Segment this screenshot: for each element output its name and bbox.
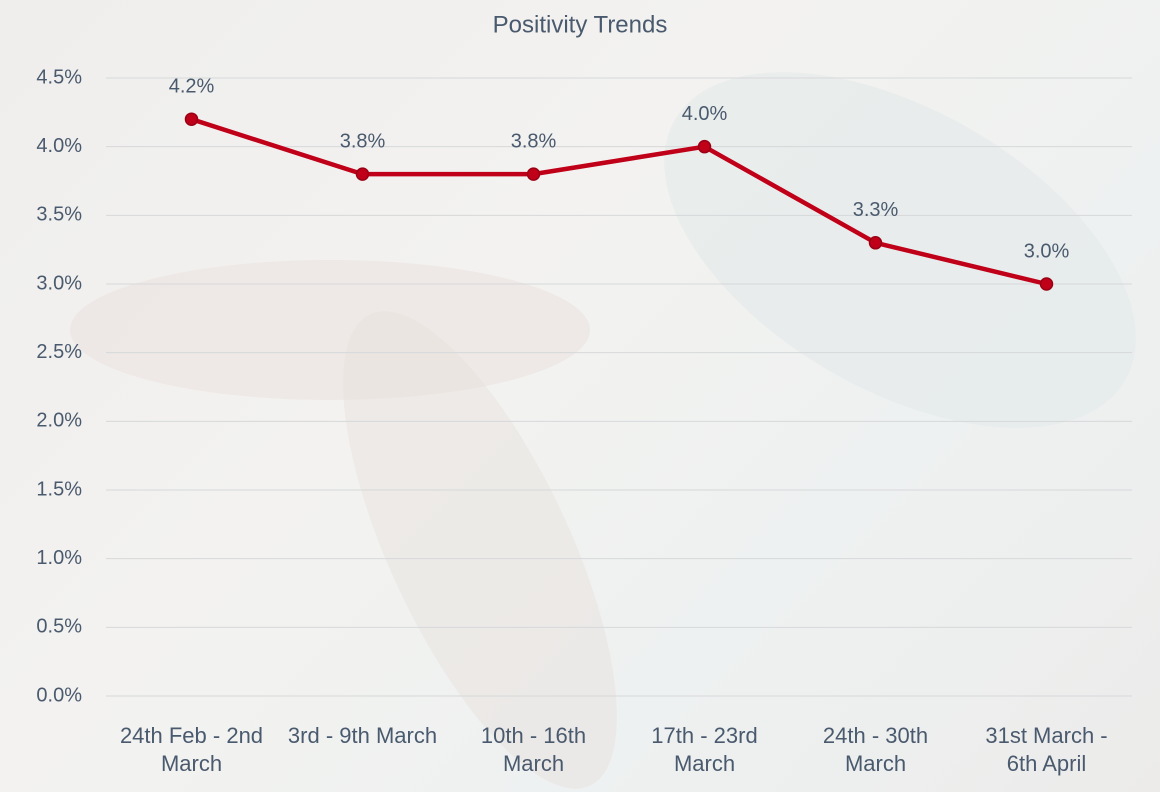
marker xyxy=(355,167,370,181)
data-label: 4.2% xyxy=(169,75,215,97)
x-tick-label: 31st March - 6th April xyxy=(985,723,1108,776)
line xyxy=(190,117,1048,287)
y-tick-label: 2.0% xyxy=(36,410,82,432)
data-label: 3.0% xyxy=(1024,240,1070,262)
data-label: 3.8% xyxy=(511,130,557,152)
data-label: 4.0% xyxy=(682,103,728,125)
x-tick-label: 17th - 23rd March xyxy=(651,723,758,776)
x-tick-label: 24th - 30th March xyxy=(822,723,929,776)
data-label: 3.3% xyxy=(853,199,899,221)
background-shape xyxy=(70,260,590,400)
background-shape xyxy=(343,311,617,789)
y-tick-label: 2.5% xyxy=(36,341,82,363)
data-label: 3.8% xyxy=(340,130,386,152)
marker xyxy=(697,139,712,154)
background-shape xyxy=(664,72,1136,428)
y-tick-label: 1.5% xyxy=(36,478,82,500)
y-tick-label: 3.5% xyxy=(36,204,82,226)
x-tick-label: 24th Feb - 2nd March xyxy=(119,723,264,776)
marker xyxy=(1039,277,1054,291)
y-tick-label: 4.5% xyxy=(36,66,82,88)
y-tick-label: 3.0% xyxy=(36,272,82,294)
marker xyxy=(184,112,199,126)
y-tick-label: 1.0% xyxy=(36,547,82,569)
y-tick-label: 4.0% xyxy=(36,135,82,157)
marker xyxy=(868,236,883,250)
marker xyxy=(526,167,541,181)
y-tick-label: 0.0% xyxy=(36,684,82,706)
x-tick-label: 3rd - 9th March xyxy=(287,723,438,748)
chart-title: Positivity Trends xyxy=(493,11,668,38)
x-tick-label: 10th - 16th March xyxy=(480,723,587,776)
y-tick-label: 0.5% xyxy=(36,616,82,638)
